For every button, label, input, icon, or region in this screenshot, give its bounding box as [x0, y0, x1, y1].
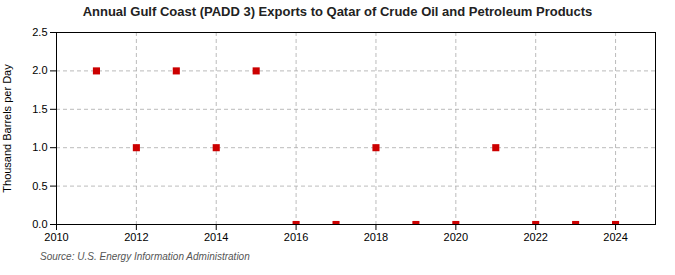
svg-text:2022: 2022 [523, 231, 547, 243]
svg-text:0.5: 0.5 [32, 180, 47, 192]
svg-text:2020: 2020 [444, 231, 468, 243]
svg-text:2010: 2010 [44, 231, 68, 243]
svg-text:2014: 2014 [204, 231, 228, 243]
svg-text:0.0: 0.0 [32, 218, 47, 230]
svg-text:2.5: 2.5 [32, 26, 47, 38]
svg-text:1.0: 1.0 [32, 141, 47, 153]
svg-text:2.0: 2.0 [32, 64, 47, 76]
svg-text:1.5: 1.5 [32, 103, 47, 115]
svg-text:2018: 2018 [364, 231, 388, 243]
svg-text:Thousand Barrels per Day: Thousand Barrels per Day [1, 64, 13, 193]
html-text:Annual Gulf Coast (PADD 3) Exp: Annual Gulf Coast (PADD 3) Exports to Qa… [82, 4, 593, 19]
html-text:Source: U.S. Energy Informatio: Source: U.S. Energy Information Administ… [40, 251, 250, 262]
svg-text:2016: 2016 [284, 231, 308, 243]
svg-text:2024: 2024 [603, 231, 627, 243]
svg-text:2012: 2012 [124, 231, 148, 243]
